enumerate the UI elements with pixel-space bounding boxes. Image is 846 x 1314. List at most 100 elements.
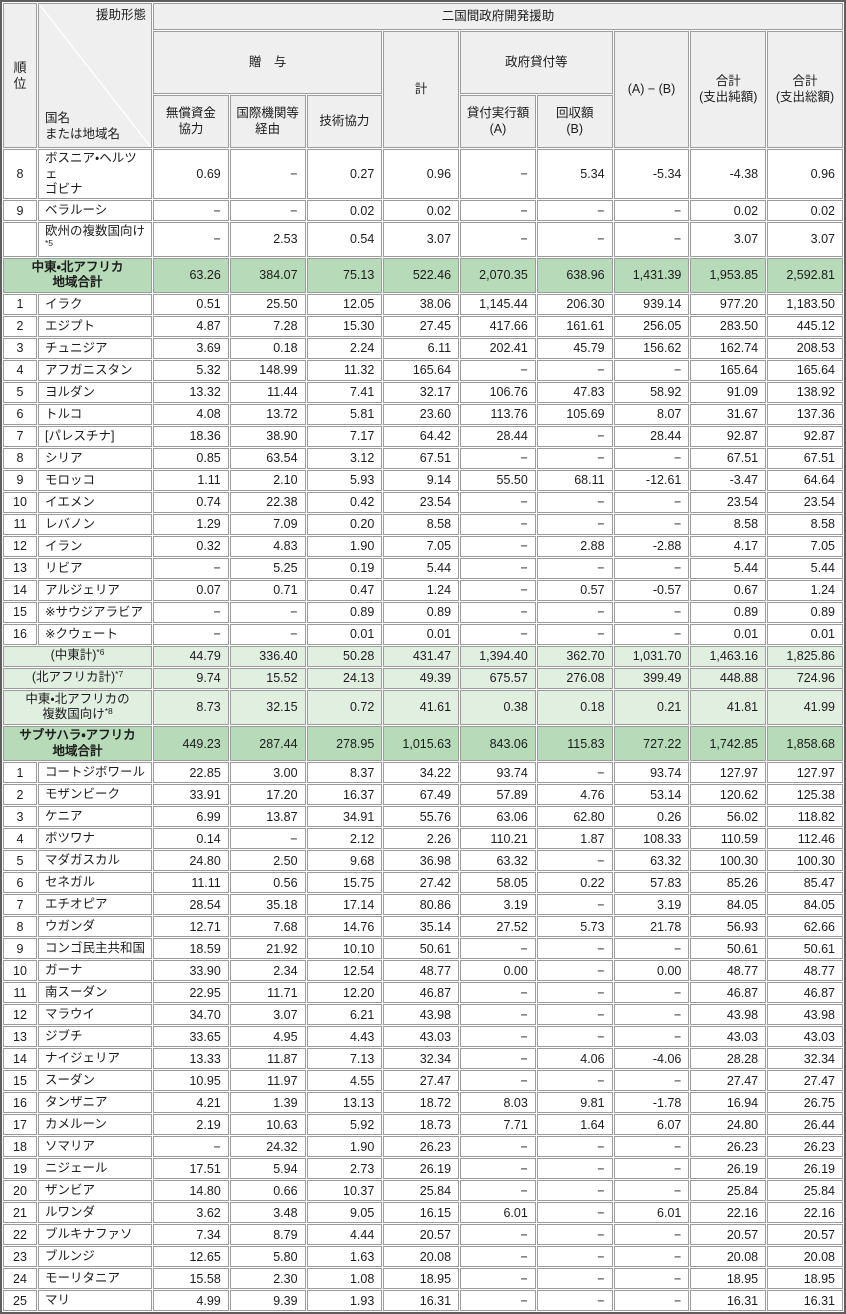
value-cell: 0.27 (306, 149, 383, 199)
value-cell: 13.87 (229, 806, 306, 828)
value-cell: 2.12 (306, 828, 383, 850)
table-row: 3 ケニア 6.99 13.87 34.91 55.76 63.06 62.80 0.26 56.… (3, 806, 843, 828)
rank-cell: 10 (3, 960, 37, 982)
value-cell: 12.71 (153, 916, 229, 938)
value-cell: -3.47 (690, 469, 767, 491)
value-cell: 0.96 (383, 149, 460, 199)
country-name-cell: アフガニスタン (38, 359, 152, 381)
value-cell: 7.34 (153, 1224, 229, 1246)
value-cell: 11.32 (306, 359, 383, 381)
value-cell: 5.44 (690, 557, 767, 579)
value-cell: 7.71 (460, 1114, 536, 1136)
value-cell: 6.01 (613, 1202, 690, 1224)
value-cell: 6.11 (383, 337, 460, 359)
value-cell: − (229, 200, 306, 221)
value-cell: − (613, 1224, 690, 1246)
value-cell: 3.48 (229, 1202, 306, 1224)
country-name: ※サウジアラビア (45, 604, 143, 619)
value-cell: 7.17 (306, 425, 383, 447)
value-cell: 48.77 (690, 960, 767, 982)
value-cell: − (536, 960, 613, 982)
value-cell: 2.10 (229, 469, 306, 491)
value-cell: − (536, 762, 613, 784)
value-cell: 33.90 (153, 960, 229, 982)
country-name: ※クウェート (45, 626, 118, 641)
value-cell: 7.41 (306, 381, 383, 403)
value-cell: 1.11 (153, 469, 229, 491)
value-cell: 1,031.70 (613, 645, 690, 667)
value-cell: 9.74 (153, 667, 229, 689)
region-total-row: サブサハラ・アフリカ 地域合計 449.23 287.44 278.95 1,015.6… (3, 726, 843, 762)
value-cell: 0.02 (690, 200, 767, 221)
value-cell: 28.54 (153, 894, 229, 916)
value-cell: 0.71 (229, 579, 306, 601)
country-name: コートジボワール (45, 765, 146, 780)
country-name-cell: イラン (38, 535, 152, 557)
value-cell: 108.33 (613, 828, 690, 850)
value-cell: 2.73 (306, 1158, 383, 1180)
value-cell: 57.89 (460, 784, 536, 806)
value-cell: − (613, 938, 690, 960)
country-name: モロッコ (45, 472, 96, 487)
value-cell: 100.30 (767, 850, 843, 872)
value-cell: − (536, 200, 613, 221)
total-net-header: 合計 (支出純額) (690, 31, 767, 149)
value-cell: 4.21 (153, 1092, 229, 1114)
value-cell: 2,592.81 (767, 257, 843, 293)
country-name-cell: ブルンジ (38, 1246, 152, 1268)
value-cell: 9.68 (306, 850, 383, 872)
value-cell: 843.06 (460, 726, 536, 762)
value-cell: 32.15 (229, 689, 306, 725)
value-cell: 22.95 (153, 982, 229, 1004)
value-cell: 5.34 (536, 149, 613, 199)
country-name: ボツワナ (45, 831, 96, 846)
value-cell: − (613, 1290, 690, 1312)
country-name: ソマリア (45, 1139, 96, 1154)
aid-form-label: 援助形態 (95, 8, 146, 22)
value-cell: 4.95 (229, 1026, 306, 1048)
rank-cell: 3 (3, 806, 37, 828)
value-cell: -0.57 (613, 579, 690, 601)
country-name: 南スーダン (45, 985, 108, 1000)
value-cell: 31.67 (690, 403, 767, 425)
country-name: アルジェリア (45, 582, 120, 597)
value-cell: 0.01 (383, 623, 460, 645)
value-cell: 120.62 (690, 784, 767, 806)
rank-cell: 8 (3, 447, 37, 469)
value-cell: 0.18 (229, 337, 306, 359)
value-cell: 3.62 (153, 1202, 229, 1224)
value-cell: 4.06 (536, 1048, 613, 1070)
region-total-row: 中東・北アフリカ 地域合計 63.26 384.07 75.13 522.46 2,070… (3, 257, 843, 293)
value-cell: − (536, 982, 613, 1004)
table-row: 15 ※サウジアラビア − −0.89 0.89− − −0.89 0.89 (3, 601, 843, 623)
value-cell: − (460, 601, 536, 623)
value-cell: 43.03 (690, 1026, 767, 1048)
value-cell: 12.65 (153, 1246, 229, 1268)
value-cell: 13.72 (229, 403, 306, 425)
value-cell: − (613, 982, 690, 1004)
value-cell: 106.76 (460, 381, 536, 403)
value-cell: 156.62 (613, 337, 690, 359)
value-cell: 276.08 (536, 667, 613, 689)
value-cell: 27.47 (690, 1070, 767, 1092)
value-cell: 431.47 (383, 645, 460, 667)
value-cell: 336.40 (229, 645, 306, 667)
country-name-cell: イラク (38, 293, 152, 315)
value-cell: 28.28 (690, 1048, 767, 1070)
value-cell: 0.00 (460, 960, 536, 982)
value-cell: 0.02 (306, 200, 383, 221)
country-name-cell: ブルキナファソ (38, 1224, 152, 1246)
table-row: 4 ボツワナ 0.14−2.12 2.26 110.21 1.87 108.33 110.59… (3, 828, 843, 850)
value-cell: 12.54 (306, 960, 383, 982)
value-cell: 1.24 (767, 579, 843, 601)
value-cell: − (536, 425, 613, 447)
country-name: イラン (45, 538, 83, 553)
value-cell: 1,953.85 (690, 257, 767, 293)
country-name-cell: ウガンダ (38, 916, 152, 938)
country-name: ニジェール (45, 1161, 108, 1176)
value-cell: − (460, 491, 536, 513)
value-cell: − (613, 491, 690, 513)
rank-cell: 5 (3, 381, 37, 403)
country-name: チュニジア (45, 340, 108, 355)
rank-cell: 17 (3, 1114, 37, 1136)
